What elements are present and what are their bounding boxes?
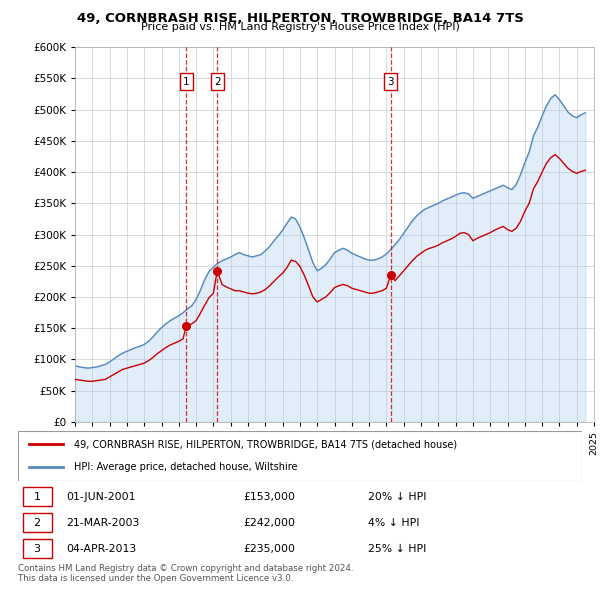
Text: 25% ↓ HPI: 25% ↓ HPI <box>368 544 426 553</box>
Bar <box>23 539 52 558</box>
Text: 04-APR-2013: 04-APR-2013 <box>66 544 136 553</box>
Text: 1: 1 <box>34 492 41 502</box>
Text: £242,000: £242,000 <box>244 518 296 527</box>
Text: Price paid vs. HM Land Registry's House Price Index (HPI): Price paid vs. HM Land Registry's House … <box>140 22 460 32</box>
Text: 4% ↓ HPI: 4% ↓ HPI <box>368 518 419 527</box>
Text: HPI: Average price, detached house, Wiltshire: HPI: Average price, detached house, Wilt… <box>74 463 298 473</box>
Text: 49, CORNBRASH RISE, HILPERTON, TROWBRIDGE, BA14 7TS (detached house): 49, CORNBRASH RISE, HILPERTON, TROWBRIDG… <box>74 439 458 449</box>
Text: £235,000: £235,000 <box>244 544 296 553</box>
Text: This data is licensed under the Open Government Licence v3.0.: This data is licensed under the Open Gov… <box>18 573 293 582</box>
Text: 01-JUN-2001: 01-JUN-2001 <box>66 492 136 502</box>
Text: 2: 2 <box>214 77 221 87</box>
Text: 49, CORNBRASH RISE, HILPERTON, TROWBRIDGE, BA14 7TS: 49, CORNBRASH RISE, HILPERTON, TROWBRIDG… <box>77 12 523 25</box>
Bar <box>23 487 52 506</box>
Text: 1: 1 <box>183 77 190 87</box>
Bar <box>23 513 52 532</box>
Text: 20% ↓ HPI: 20% ↓ HPI <box>368 492 426 502</box>
Text: 3: 3 <box>388 77 394 87</box>
Text: 2: 2 <box>34 518 41 527</box>
Text: 21-MAR-2003: 21-MAR-2003 <box>66 518 139 527</box>
Text: £153,000: £153,000 <box>244 492 296 502</box>
Text: Contains HM Land Registry data © Crown copyright and database right 2024.: Contains HM Land Registry data © Crown c… <box>18 563 353 572</box>
Text: 3: 3 <box>34 544 41 553</box>
